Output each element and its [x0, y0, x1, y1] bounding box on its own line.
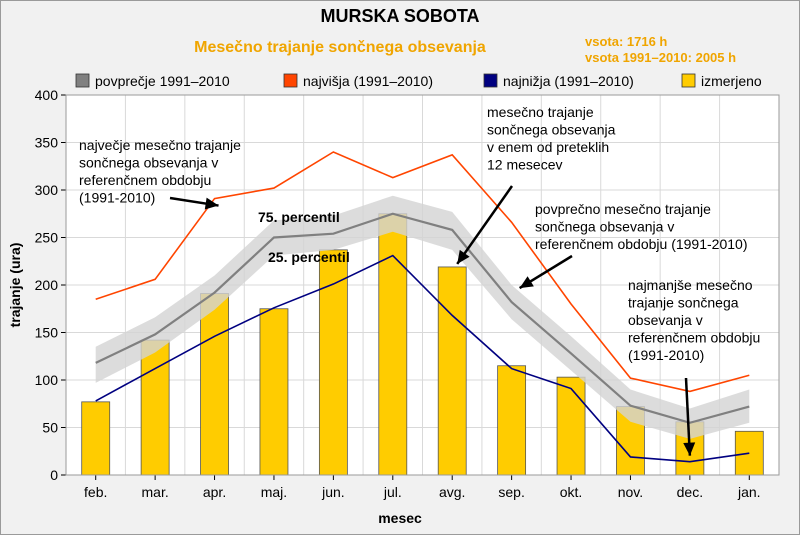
- bars-measured: [81, 213, 764, 476]
- x-axis-label: mesec: [378, 510, 422, 526]
- bar-mar: [140, 339, 170, 476]
- y-tick-label: 50: [42, 420, 58, 436]
- percentile-band: [95, 195, 750, 439]
- x-tick-label-1: mar.: [142, 484, 169, 500]
- legend-swatch-0: [75, 73, 90, 88]
- x-tick-label-4: jun.: [321, 484, 345, 500]
- arrow-max-head: [204, 197, 219, 210]
- chart-subtitle: Mesečno trajanje sončnega obsevanja: [194, 39, 486, 56]
- percentile-upper-label: 75. percentil: [258, 209, 340, 225]
- annotation-line: obsevanja v: [628, 312, 703, 328]
- y-tick-label: 150: [35, 325, 59, 341]
- annotation-line: referenčnem obdobju: [79, 172, 211, 188]
- annotation-line: sončnega obsevanja v: [79, 155, 218, 171]
- annotation-min: najmanjše mesečno trajanje sončnega obseva…: [628, 277, 760, 363]
- y-tick-label: 200: [35, 277, 59, 293]
- legend-label-0: povprečje 1991–2010: [95, 73, 230, 89]
- annotation-line: sončnega obsevanja v: [535, 219, 674, 235]
- annotation-line: trajanje sončnega: [628, 295, 739, 311]
- bar-jul: [378, 213, 408, 476]
- annotation-meas: mesečno trajanje sončnega obsevanja v enem…: [487, 104, 616, 173]
- annotation-line: najmanjše mesečno: [628, 277, 753, 293]
- legend: povprečje 1991–2010 najvišja (1991–2010) n…: [75, 73, 762, 89]
- x-tick-label-0: feb.: [84, 484, 107, 500]
- y-tick-label: 300: [35, 182, 59, 198]
- annotation-line: referenčnem obdobju (1991-2010): [535, 236, 747, 252]
- x-tick-label-5: jul.: [383, 484, 402, 500]
- annotation-line: mesečno trajanje: [487, 104, 594, 120]
- annotation-line: 12 mesecev: [487, 157, 562, 173]
- arrow-measured-shaft: [456, 185, 514, 265]
- line-series-2: [95, 254, 750, 463]
- axes: 0 50 100 150 200 250 300 350 400 feb. mar. apr. maj.…: [35, 87, 780, 500]
- y-tick-label: 0: [50, 467, 58, 483]
- bar-apr: [200, 293, 229, 476]
- annotation-line: največje mesečno trajanje: [79, 137, 241, 153]
- bar-avg: [437, 266, 467, 476]
- line-series-0: [95, 212, 750, 424]
- bar-sep: [497, 365, 527, 476]
- x-tick-label-2: apr.: [203, 484, 226, 500]
- chart-title: MURSKA SOBOTA: [321, 6, 480, 26]
- annotation-line: povprečno mesečno trajanje: [535, 201, 711, 217]
- plot-frame: [65, 94, 780, 476]
- x-tick-label-9: nov.: [618, 484, 643, 500]
- x-tick-label-10: dec.: [677, 484, 703, 500]
- line-series-1: [95, 151, 750, 393]
- bar-feb: [81, 401, 111, 476]
- y-axis-label: trajanje (ura): [7, 243, 23, 328]
- legend-swatch-2: [483, 73, 498, 88]
- bar-maj: [259, 308, 289, 476]
- legend-label-2: najnižja (1991–2010): [503, 73, 634, 89]
- y-tick-label: 350: [35, 135, 59, 151]
- annotation-line: referenčnem obdobju: [628, 330, 760, 346]
- annotation-line: v enem od preteklih: [487, 139, 609, 155]
- legend-label-3: izmerjeno: [701, 73, 762, 89]
- x-tick-label-3: maj.: [261, 484, 287, 500]
- legend-swatch-3: [681, 73, 696, 88]
- info-total-reference: vsota 1991–2010: 2005 h: [585, 50, 736, 65]
- annotation-line: (1991-2010): [628, 347, 704, 363]
- legend-swatch-1: [283, 73, 298, 88]
- annotations: 75. percentil 25. percentil največje meseč…: [79, 104, 760, 456]
- arrow-min-head: [683, 442, 696, 456]
- bar-okt: [556, 376, 586, 476]
- percentile-lower-label: 25. percentil: [268, 249, 350, 265]
- annotation-line: sončnega obsevanja: [487, 122, 616, 138]
- annotation-max: največje mesečno trajanje sončnega obseva…: [79, 137, 241, 206]
- percentile-band-area: [95, 195, 750, 439]
- arrow-measured-head: [457, 249, 470, 264]
- x-tick-label-8: okt.: [560, 484, 583, 500]
- y-tick-label: 400: [35, 87, 59, 103]
- y-tick-label: 100: [35, 372, 59, 388]
- x-tick-label-11: jan.: [737, 484, 761, 500]
- x-tick-label-7: sep.: [498, 484, 524, 500]
- annotation-line: (1991-2010): [79, 190, 155, 206]
- annotation-avg: povprečno mesečno trajanje sončnega obsev…: [535, 201, 747, 252]
- x-tick-label-6: avg.: [439, 484, 465, 500]
- info-total: vsota: 1716 h: [585, 34, 667, 49]
- legend-label-1: najvišja (1991–2010): [303, 73, 433, 89]
- arrow-average-head: [519, 276, 534, 289]
- series-lines: [95, 151, 750, 463]
- y-tick-label: 250: [35, 230, 59, 246]
